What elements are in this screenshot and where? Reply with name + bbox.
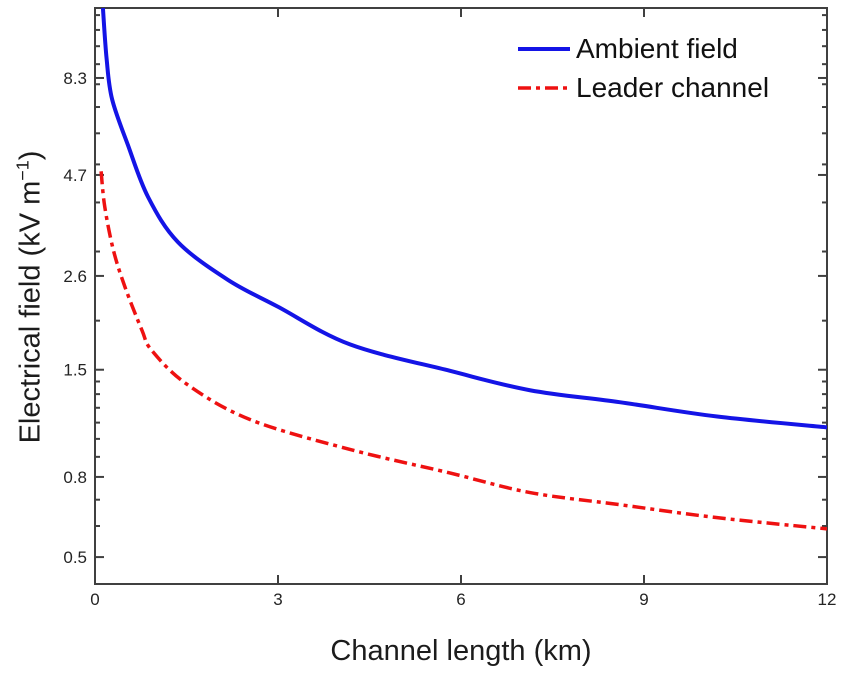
y-axis-title-close: ) bbox=[14, 150, 47, 161]
x-tick-label: 12 bbox=[818, 590, 837, 609]
y-tick-label: 4.7 bbox=[63, 166, 87, 185]
x-axis-title: Channel length (km) bbox=[330, 635, 592, 667]
legend-label-leader-channel: Leader channel bbox=[576, 71, 770, 103]
legend-label-ambient-field: Ambient field bbox=[576, 32, 738, 64]
y-axis-title: Electrical field (kV m−1) bbox=[13, 151, 48, 444]
x-tick-label: 9 bbox=[639, 590, 648, 609]
curve-ambient-field bbox=[100, 8, 827, 430]
y-tick-label: 2.6 bbox=[63, 267, 87, 286]
y-tick-label: 0.8 bbox=[63, 468, 87, 487]
legend-line-leader-channel-icon bbox=[518, 85, 570, 90]
legend-item-ambient-field: Ambient field bbox=[517, 29, 769, 68]
legend: Ambient field Leader channel bbox=[517, 29, 769, 107]
legend-line-ambient-field-icon bbox=[518, 46, 570, 51]
x-tick-label: 0 bbox=[90, 590, 99, 609]
y-axis-title-superscript: −1 bbox=[12, 160, 33, 181]
curve-leader-channel bbox=[99, 171, 827, 531]
y-tick-label: 1.5 bbox=[63, 361, 87, 380]
y-tick-label: 8.3 bbox=[63, 69, 87, 88]
legend-item-leader-channel: Leader channel bbox=[517, 68, 769, 107]
x-tick-label: 6 bbox=[456, 590, 465, 609]
y-axis-title-text: Electrical field (kV m bbox=[14, 180, 47, 444]
y-tick-label: 0.5 bbox=[63, 548, 87, 567]
x-tick-label: 3 bbox=[273, 590, 282, 609]
